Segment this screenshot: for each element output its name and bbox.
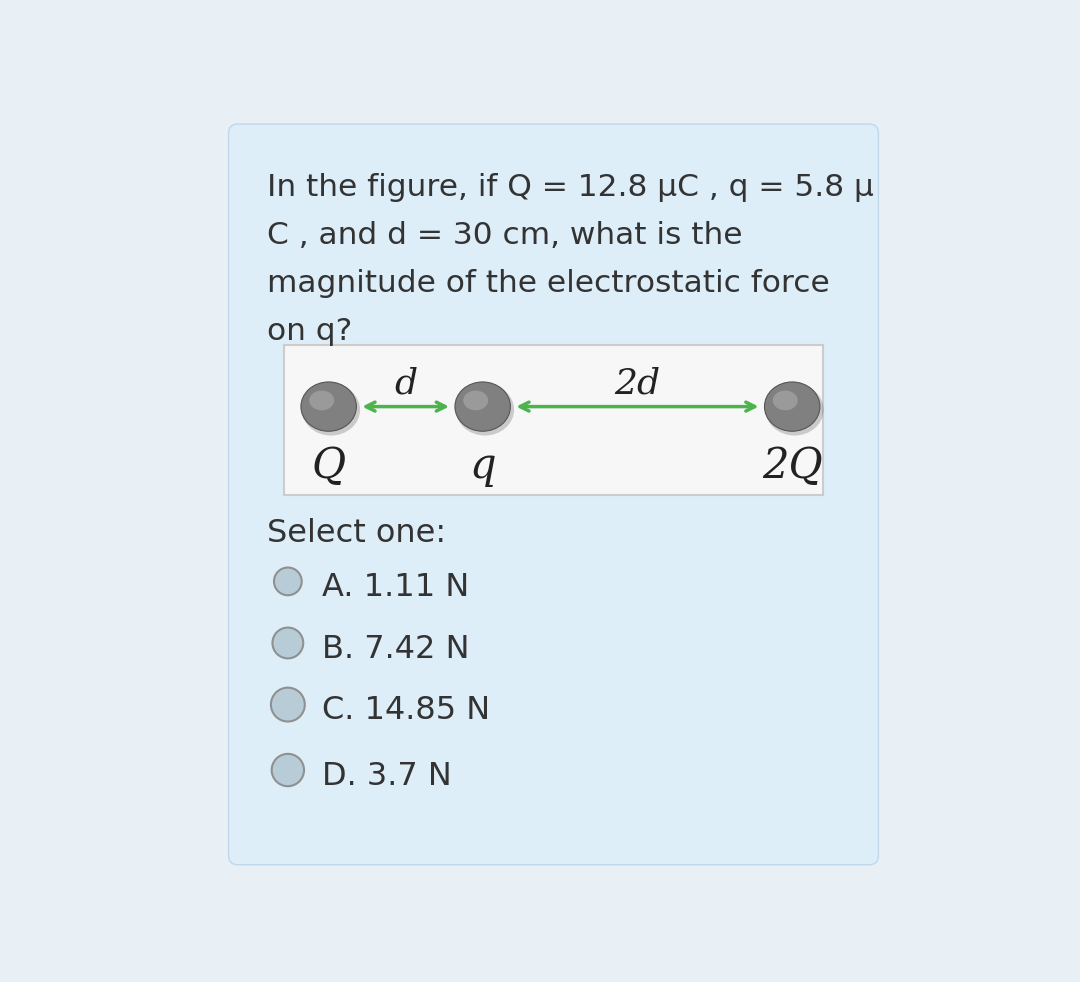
Ellipse shape xyxy=(765,382,820,431)
Text: d: d xyxy=(394,366,417,401)
Circle shape xyxy=(274,568,301,595)
Ellipse shape xyxy=(301,382,356,431)
Ellipse shape xyxy=(766,384,824,436)
Text: 2Q: 2Q xyxy=(761,445,823,487)
FancyBboxPatch shape xyxy=(229,124,878,865)
Ellipse shape xyxy=(455,382,511,431)
Text: Select one:: Select one: xyxy=(267,518,446,549)
Text: D. 3.7 N: D. 3.7 N xyxy=(323,761,453,791)
FancyBboxPatch shape xyxy=(284,345,823,495)
Text: on q?: on q? xyxy=(267,316,352,346)
Text: B. 7.42 N: B. 7.42 N xyxy=(323,633,470,665)
Circle shape xyxy=(271,687,305,722)
Text: C , and d = 30 cm, what is the: C , and d = 30 cm, what is the xyxy=(267,221,743,250)
Ellipse shape xyxy=(773,391,798,410)
Circle shape xyxy=(272,627,303,658)
Ellipse shape xyxy=(463,391,488,410)
Ellipse shape xyxy=(302,384,360,436)
Text: 2d: 2d xyxy=(615,366,661,401)
Ellipse shape xyxy=(456,384,514,436)
Text: Q: Q xyxy=(312,445,346,487)
Text: C. 14.85 N: C. 14.85 N xyxy=(323,695,490,727)
Text: A. 1.11 N: A. 1.11 N xyxy=(323,573,470,603)
Text: In the figure, if Q = 12.8 μC , q = 5.8 μ: In the figure, if Q = 12.8 μC , q = 5.8 … xyxy=(267,173,874,202)
Text: magnitude of the electrostatic force: magnitude of the electrostatic force xyxy=(267,269,829,298)
Text: q: q xyxy=(470,445,496,487)
Circle shape xyxy=(272,754,305,787)
Ellipse shape xyxy=(309,391,334,410)
